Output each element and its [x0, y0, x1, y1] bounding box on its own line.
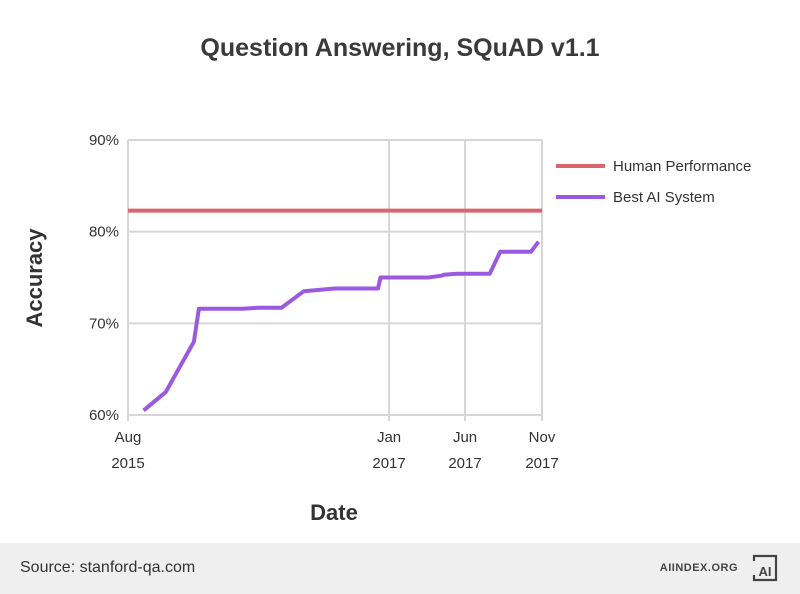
- y-tick-label: 60%: [89, 407, 119, 424]
- x-tick-label: Jun: [453, 429, 477, 446]
- best-ai-system-line: [142, 240, 541, 412]
- y-tick-label: 90%: [89, 132, 119, 149]
- y-tick-label: 70%: [89, 315, 119, 332]
- x-tick-label: 2015: [111, 455, 144, 472]
- legend-label: Human Performance: [613, 158, 751, 175]
- legend-label: Best AI System: [613, 189, 715, 206]
- x-tick-label: Aug: [115, 429, 142, 446]
- svg-text:AI: AI: [759, 564, 772, 579]
- x-tick-label: Nov: [529, 429, 556, 446]
- x-tick-label: Jan: [377, 429, 401, 446]
- legend: Human Performance Best AI System: [556, 158, 751, 206]
- y-tick-labels: 60% 70% 80% 90%: [89, 132, 119, 424]
- ai-index-logo-icon: AI: [752, 554, 778, 582]
- grid-lines: [127, 139, 543, 421]
- x-tick-label: 2017: [448, 455, 481, 472]
- x-axis-label: Date: [310, 500, 358, 525]
- x-tick-labels: Aug 2015 Jan 2017 Jun 2017 Nov 2017: [111, 429, 558, 472]
- y-tick-label: 80%: [89, 224, 119, 241]
- x-tick-label: 2017: [525, 455, 558, 472]
- x-tick-label: 2017: [372, 455, 405, 472]
- y-axis-label: Accuracy: [22, 228, 47, 328]
- line-chart: 60% 70% 80% 90% Aug 2015 Jan 2017 Jun 2017 Nov 201…: [22, 132, 751, 525]
- footer: Source: stanford-qa.com AIINDEX.ORG AI: [0, 543, 800, 594]
- source-text: Source: stanford-qa.com: [20, 559, 196, 576]
- series-lines: [128, 208, 542, 412]
- chart-title: Question Answering, SQuAD v1.1: [200, 34, 600, 62]
- brand-text: AIINDEX.ORG: [659, 562, 738, 574]
